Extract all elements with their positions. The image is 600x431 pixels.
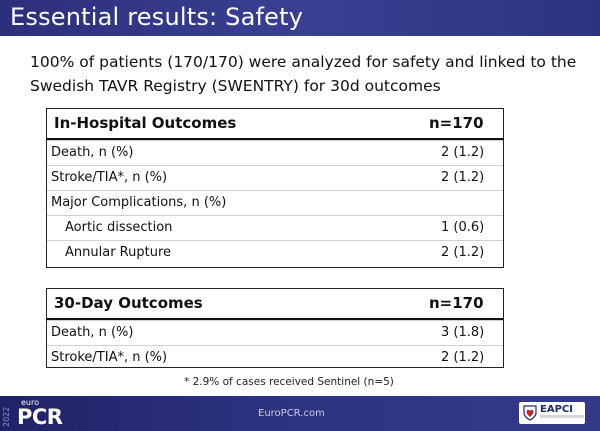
row-label: Stroke/TIA*, n (%)	[51, 350, 168, 365]
row-value: 2 (1.2)	[441, 145, 485, 160]
website-link[interactable]: EuroPCR.com	[258, 408, 325, 419]
table-header-n: n=170	[429, 114, 484, 132]
row-label: Stroke/TIA*, n (%)	[51, 170, 168, 185]
table-header-label: In-Hospital Outcomes	[54, 114, 237, 132]
row-label: Aortic dissection	[65, 220, 173, 235]
row-value: 2 (1.2)	[441, 170, 485, 185]
title-bar: Essential results: Safety	[0, 0, 600, 36]
table-row: Aortic dissection 1 (0.6)	[47, 215, 503, 240]
table-row: Major Complications, n (%)	[47, 190, 503, 215]
heart-shield-icon	[523, 405, 537, 421]
logo-euro-text: euro	[21, 398, 39, 407]
thirty-day-table: 30-Day Outcomes n=170 Death, n (%) 3 (1.…	[46, 288, 504, 368]
eapci-logo: EAPCI	[519, 402, 585, 424]
row-value: 2 (1.2)	[441, 350, 485, 365]
table-row: Stroke/TIA*, n (%) 2 (1.2)	[47, 345, 503, 370]
table-row: Annular Rupture 2 (1.2)	[47, 240, 503, 265]
row-value: 1 (0.6)	[441, 220, 485, 235]
in-hospital-table: In-Hospital Outcomes n=170 Death, n (%) …	[46, 108, 504, 268]
table-header-label: 30-Day Outcomes	[54, 294, 203, 312]
row-value: 2 (1.2)	[441, 245, 485, 260]
table-row: Stroke/TIA*, n (%) 2 (1.2)	[47, 165, 503, 190]
eapci-tagline-decoration	[540, 415, 584, 418]
row-label: Death, n (%)	[51, 145, 134, 160]
footer-bar: 2022 euro PCR EuroPCR.com EAPCI	[0, 396, 600, 431]
table-header: In-Hospital Outcomes n=170	[47, 109, 503, 140]
table-row: Death, n (%) 3 (1.8)	[47, 320, 503, 345]
row-value: 3 (1.8)	[441, 325, 485, 340]
slide-title: Essential results: Safety	[10, 3, 304, 31]
row-label: Death, n (%)	[51, 325, 134, 340]
table-header-n: n=170	[429, 294, 484, 312]
table-row: Death, n (%) 2 (1.2)	[47, 140, 503, 165]
europcr-logo: PCR	[17, 405, 63, 429]
footnote: * 2.9% of cases received Sentinel (n=5)	[184, 376, 394, 388]
intro-text: 100% of patients (170/170) were analyzed…	[30, 53, 577, 95]
table-header: 30-Day Outcomes n=170	[47, 289, 503, 320]
eapci-label: EAPCI	[540, 404, 573, 415]
row-label: Major Complications, n (%)	[51, 195, 227, 210]
year-label: 2022	[2, 406, 11, 427]
row-label: Annular Rupture	[65, 245, 171, 260]
